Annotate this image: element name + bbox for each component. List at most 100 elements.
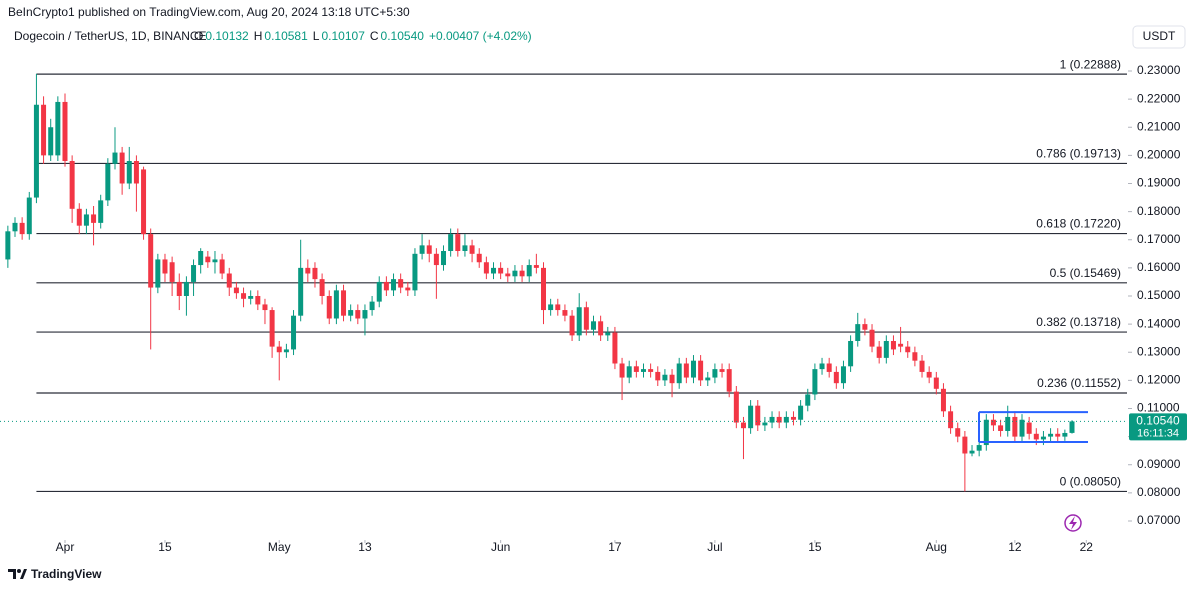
candle-body bbox=[840, 366, 846, 384]
candle-body bbox=[548, 304, 554, 311]
candle-body bbox=[755, 405, 761, 426]
candle-body bbox=[41, 104, 47, 156]
candle-body bbox=[5, 231, 11, 260]
candle-body bbox=[1069, 421, 1075, 433]
candle-body bbox=[719, 369, 725, 372]
candle-body bbox=[326, 295, 332, 319]
candle-body bbox=[226, 273, 232, 288]
candle-body bbox=[98, 200, 104, 223]
x-tick-label: Jun bbox=[491, 540, 510, 554]
x-tick-label: Jul bbox=[707, 540, 722, 554]
currency[interactable]: USDT bbox=[1143, 29, 1176, 43]
candle-body bbox=[33, 104, 39, 198]
candle-body bbox=[319, 279, 325, 296]
candle-body bbox=[483, 262, 489, 274]
y-tick-label: 0.09000 bbox=[1137, 457, 1181, 471]
candle-body bbox=[948, 411, 954, 429]
x-tick-label: 15 bbox=[158, 540, 172, 554]
candle-body bbox=[1040, 436, 1046, 440]
candle-body bbox=[48, 127, 54, 156]
y-tick-label: 0.22000 bbox=[1137, 91, 1181, 105]
change: +0.00407 (+4.02%) bbox=[429, 29, 532, 43]
candle-body bbox=[748, 405, 754, 429]
y-tick-label: 0.11000 bbox=[1137, 401, 1180, 415]
x-tick-label: 12 bbox=[1008, 540, 1022, 554]
candle-body bbox=[219, 259, 225, 274]
candle-body bbox=[491, 267, 497, 274]
candle-body bbox=[740, 422, 746, 429]
candle-body bbox=[291, 315, 297, 350]
ohlc-key: H bbox=[254, 29, 263, 43]
candle-body bbox=[640, 369, 646, 372]
candle-body bbox=[676, 363, 682, 384]
countdown: 16:11:34 bbox=[1137, 427, 1179, 439]
candle-body bbox=[533, 265, 539, 268]
candle-body bbox=[783, 416, 789, 423]
candle-body bbox=[112, 152, 118, 164]
candle-body bbox=[890, 340, 896, 350]
candle-body bbox=[162, 259, 168, 274]
x-tick-label: 22 bbox=[1080, 540, 1094, 554]
y-tick-label: 0.20000 bbox=[1137, 148, 1181, 162]
y-tick-label: 0.21000 bbox=[1137, 119, 1181, 133]
candle-body bbox=[91, 214, 97, 223]
candle-body bbox=[212, 259, 218, 263]
candle-body bbox=[1033, 433, 1039, 440]
candle-body bbox=[790, 416, 796, 420]
x-tick-label: 17 bbox=[608, 540, 622, 554]
candle-body bbox=[269, 310, 275, 347]
candle-body bbox=[391, 279, 397, 291]
candle-body bbox=[969, 450, 975, 454]
candle-body bbox=[983, 419, 989, 446]
candle-body bbox=[441, 250, 447, 266]
y-tick-label: 0.16000 bbox=[1137, 260, 1181, 274]
candle-body bbox=[598, 321, 604, 336]
y-tick-label: 0.07000 bbox=[1137, 513, 1181, 527]
candle-body bbox=[955, 428, 961, 437]
candle-body bbox=[148, 234, 154, 288]
candle-body bbox=[498, 267, 504, 274]
fib-label: 1 (0.22888) bbox=[1060, 57, 1121, 71]
candle-body bbox=[141, 169, 147, 235]
candle-body bbox=[383, 281, 389, 291]
candle-body bbox=[55, 101, 61, 156]
candle-body bbox=[119, 152, 125, 184]
candle-body bbox=[26, 197, 32, 235]
lightning-icon[interactable] bbox=[1064, 514, 1082, 532]
candle-body bbox=[276, 346, 282, 353]
y-tick-label: 0.18000 bbox=[1137, 204, 1181, 218]
ohlc-value: 0.10132 bbox=[205, 29, 249, 43]
candle-body bbox=[355, 310, 361, 319]
candle-body bbox=[298, 267, 304, 316]
currency-box[interactable] bbox=[1132, 25, 1186, 49]
candle-body bbox=[976, 445, 982, 451]
candle-body bbox=[1055, 433, 1061, 437]
candle-body bbox=[512, 270, 518, 277]
y-tick-label: 0.19000 bbox=[1137, 176, 1181, 190]
candle-body bbox=[869, 329, 875, 347]
candle-body bbox=[426, 245, 432, 254]
candle-body bbox=[926, 371, 932, 378]
candle-body bbox=[769, 416, 775, 423]
candle-body bbox=[698, 360, 704, 381]
candle-body bbox=[576, 307, 582, 336]
price-tag bbox=[1129, 413, 1187, 441]
candle-body bbox=[569, 315, 575, 336]
candle-body bbox=[819, 363, 825, 370]
candle-body bbox=[848, 340, 854, 367]
ohlc-key: L bbox=[313, 29, 320, 43]
ohlc-key: O bbox=[194, 29, 203, 43]
candle-body bbox=[369, 301, 375, 311]
candle-body bbox=[855, 324, 861, 341]
candle-body bbox=[619, 363, 625, 378]
x-tick-label: Apr bbox=[56, 540, 75, 554]
candle-body bbox=[348, 310, 354, 316]
symbol: Dogecoin / TetherUS, 1D, BINANCE bbox=[14, 29, 207, 43]
candle-body bbox=[590, 321, 596, 330]
x-tick-label: 15 bbox=[808, 540, 822, 554]
candle-body bbox=[1005, 416, 1011, 431]
candle-body bbox=[398, 279, 404, 288]
candle-body bbox=[662, 374, 668, 381]
price-tag-label: 0.10540 bbox=[1136, 414, 1180, 428]
